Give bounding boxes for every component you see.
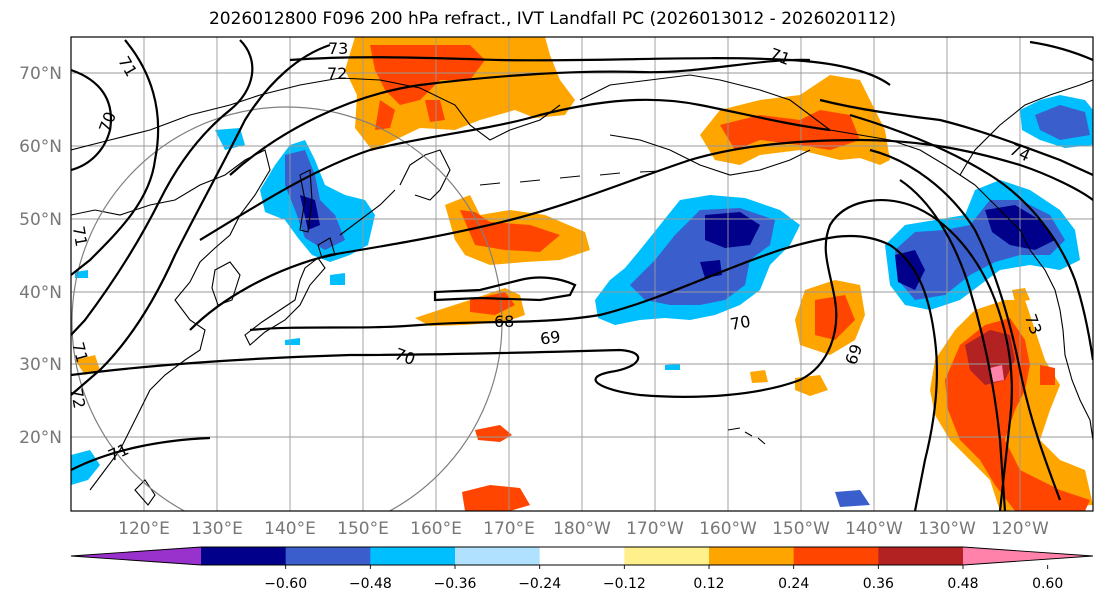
colorbar-tick-label: −0.24 — [518, 576, 561, 592]
colorbar-segment — [624, 547, 710, 565]
contour-label: 72 — [67, 387, 89, 410]
contour-label: 69 — [539, 327, 562, 349]
map-content: 73 72 71 70 71 71 74 68 69 70 69 70 73 7… — [67, 37, 1093, 511]
colorbar-segment — [370, 547, 456, 565]
contour-label: 71 — [69, 225, 91, 248]
refractivity-contours — [71, 39, 1093, 511]
colorbar-segment — [201, 547, 287, 565]
longitude-labels: 120°E 130°E 140°E 150°E 160°E 170°E 180°… — [118, 519, 1049, 539]
lon-label: 120°W — [991, 519, 1049, 539]
colorbar-segment — [793, 547, 879, 565]
lon-label: 170°W — [626, 519, 684, 539]
lon-label: 170°E — [483, 519, 535, 539]
colorbar-tick-label: −0.48 — [349, 576, 392, 592]
colorbar-outline — [70, 546, 1094, 566]
colorbar-tick-label: 0.12 — [693, 576, 724, 592]
latitude-labels: 70°N 60°N 50°N 40°N 30°N 20°N — [19, 64, 62, 448]
colorbar-extend-low — [71, 547, 201, 565]
lat-label: 40°N — [19, 283, 62, 303]
lon-label: 140°W — [845, 519, 903, 539]
contour-label: 68 — [494, 312, 514, 331]
lat-label: 50°N — [19, 210, 62, 230]
colorbar-extend-high — [963, 547, 1093, 565]
lat-label: 60°N — [19, 137, 62, 157]
colorbar-segment — [878, 547, 964, 565]
contour-label: 71 — [68, 340, 92, 365]
lat-label: 30°N — [19, 355, 62, 375]
map-frame — [70, 36, 1094, 512]
map-title: 2026012800 F096 200 hPa refract., IVT La… — [208, 9, 896, 29]
colorbar-tick-label: 0.60 — [1032, 576, 1063, 592]
lon-label: 180°W — [553, 519, 611, 539]
lon-label: 150°E — [337, 519, 389, 539]
colorbar-tick-label: −0.12 — [603, 576, 646, 592]
coastlines — [71, 74, 1093, 506]
contour-label: 70 — [729, 312, 752, 334]
colorbar-tick-label: −0.60 — [264, 576, 307, 592]
colorbar-segment — [709, 547, 795, 565]
lon-label: 140°E — [264, 519, 316, 539]
colorbar-segment — [285, 547, 371, 565]
contour-label: 73 — [328, 39, 348, 58]
contour-label: 72 — [327, 64, 347, 83]
graticule — [71, 37, 1093, 511]
lon-label: 160°E — [410, 519, 462, 539]
lat-label: 20°N — [19, 428, 62, 448]
colorbar-tick-label: 0.48 — [947, 576, 978, 592]
lon-label: 120°E — [118, 519, 170, 539]
colorbar-segment — [539, 547, 625, 565]
colorbar-segment — [455, 547, 541, 565]
lon-label: 150°W — [772, 519, 830, 539]
lat-label: 70°N — [19, 64, 62, 84]
lon-label: 160°W — [699, 519, 757, 539]
lon-label: 130°W — [918, 519, 976, 539]
colorbar: −0.60 −0.48 −0.36 −0.24 −0.12 0.12 0.24 0.36 0.4… — [70, 546, 1094, 592]
colorbar-tick-label: 0.24 — [778, 576, 809, 592]
colorbar-tick-label: −0.36 — [434, 576, 477, 592]
colorbar-tick-label: 0.36 — [863, 576, 894, 592]
lon-label: 130°E — [191, 519, 243, 539]
